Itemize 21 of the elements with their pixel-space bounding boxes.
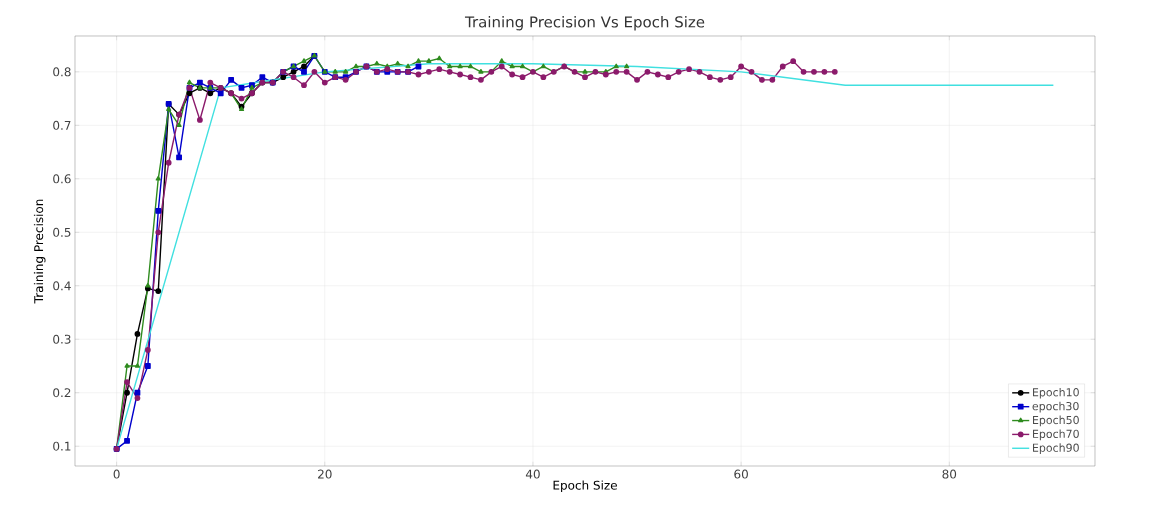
x-tick-label: 80 — [942, 469, 957, 479]
x-tick-label: 0 — [113, 469, 120, 479]
legend-label: Epoch90 — [1033, 443, 1079, 454]
y-tick-label: 0.2 — [53, 388, 71, 398]
y-tick-label: 0.8 — [53, 67, 71, 77]
y-tick-label: 0.5 — [53, 227, 71, 237]
y-tick-label: 0.1 — [53, 441, 71, 451]
y-tick-label: 0.4 — [53, 281, 71, 291]
y-tick-label: 0.7 — [53, 120, 71, 130]
y-axis-title: Training Precision — [33, 199, 46, 304]
chart-title: Training Precision Vs Epoch Size — [464, 15, 705, 31]
y-tick-label: 0.3 — [53, 334, 71, 344]
legend-label: Epoch70 — [1033, 429, 1079, 441]
x-axis-title: Epoch Size — [553, 480, 617, 493]
y-tick-label: 0.6 — [53, 174, 71, 184]
legend-label: Epoch10 — [1033, 387, 1079, 399]
x-tick-label: 20 — [318, 469, 332, 479]
legend-label: epoch30 — [1032, 401, 1079, 413]
x-tick-label: 60 — [734, 469, 748, 479]
legend-label: Epoch50 — [1033, 415, 1079, 427]
x-tick-label: 40 — [525, 469, 540, 479]
